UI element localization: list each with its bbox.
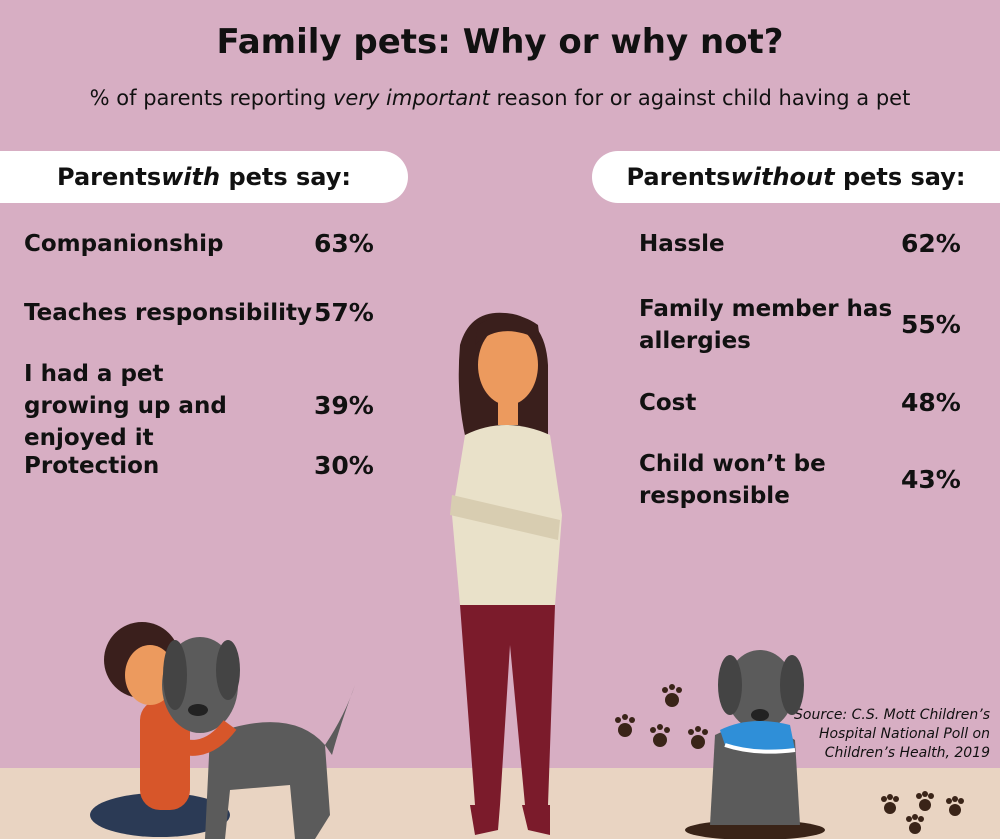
subtitle-post: reason for or against child having a pet: [489, 86, 911, 110]
item-value: 63%: [314, 229, 374, 258]
item-label: Protection: [24, 453, 160, 479]
list-item: I had a pet growing up and enjoyed it 39%: [24, 358, 374, 454]
header-emphasis: without: [730, 163, 835, 191]
source-note: Source: C.S. Mott Children’s Hospital Na…: [790, 706, 990, 763]
item-label: Family member has allergies: [639, 296, 893, 354]
subtitle-pre: % of parents reporting: [89, 86, 333, 110]
header-text: Parents: [626, 163, 731, 191]
woman-illustration: [450, 312, 562, 835]
item-value: 62%: [901, 229, 961, 258]
item-label: Teaches responsibility: [24, 300, 313, 326]
item-value: 30%: [314, 451, 374, 480]
list-item: Child won’t be responsible 43%: [639, 448, 961, 512]
puppy-with-shoe-illustration: [685, 650, 825, 839]
item-value: 43%: [901, 465, 961, 494]
item-label: Companionship: [24, 231, 224, 257]
source-text: Source: C.S. Mott Children’s Hospital Na…: [794, 707, 990, 761]
item-value: 48%: [901, 388, 961, 417]
item-value: 39%: [314, 391, 374, 420]
list-item: Protection 30%: [24, 450, 374, 482]
list-item: Hassle 62%: [639, 228, 961, 260]
list-item: Family member has allergies 55%: [639, 293, 961, 357]
header-text: Parents: [57, 163, 162, 191]
subtitle-emphasis: very important: [332, 86, 490, 110]
list-item: Teaches responsibility 57%: [24, 297, 374, 329]
item-label: Child won’t be responsible: [639, 451, 826, 509]
item-value: 57%: [314, 298, 374, 327]
item-label: Cost: [639, 390, 697, 416]
list-item: Cost 48%: [639, 387, 961, 419]
page-title: Family pets: Why or why not?: [216, 22, 784, 62]
list-item: Companionship 63%: [24, 228, 374, 260]
header-emphasis: with: [161, 163, 221, 191]
paw-prints-icon: [615, 684, 964, 834]
item-label: I had a pet growing up and enjoyed it: [24, 361, 227, 451]
without-pets-header: Parents without pets say:: [592, 151, 1000, 203]
child-hugging-dog-illustration: [90, 622, 355, 839]
with-pets-header: Parents with pets say:: [0, 151, 408, 203]
item-value: 55%: [901, 310, 961, 339]
header-text: pets say:: [228, 163, 351, 191]
item-label: Hassle: [639, 231, 725, 257]
header-text: pets say:: [842, 163, 966, 191]
subtitle: % of parents reporting very important re…: [0, 86, 1000, 110]
